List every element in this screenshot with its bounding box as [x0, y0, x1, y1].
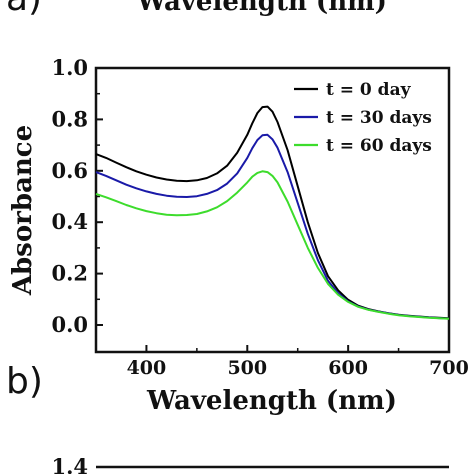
y-axis: 0.0 0.2 0.4 0.6 0.8 1.0: [51, 55, 103, 337]
legend-label-0: t = 0 day: [326, 80, 412, 100]
y-tick-label: 0.6: [51, 158, 88, 183]
header-panel-label: a): [6, 0, 42, 19]
legend-label-2: t = 60 days: [326, 136, 432, 156]
footer-tick-label: 1.4: [51, 454, 88, 474]
header-xlabel: Wavelength (nm): [136, 0, 387, 17]
y-tick-label: 0.2: [51, 261, 88, 286]
x-tick-label: 400: [127, 357, 167, 379]
series-line-1: [95, 133, 450, 320]
y-tick-label: 0.4: [51, 209, 88, 234]
y-tick-label: 0.0: [51, 312, 88, 337]
y-tick-label: 0.8: [51, 106, 88, 131]
x-tick-label: 500: [227, 357, 267, 379]
legend-label-1: t = 30 days: [326, 108, 432, 128]
legend: t = 0 day t = 30 days t = 60 days: [294, 80, 432, 156]
series-line-2: [95, 170, 450, 320]
y-axis-title: Absorbance: [8, 125, 38, 296]
x-tick-label: 700: [429, 357, 469, 379]
panel-label: b): [6, 361, 43, 402]
x-axis: 400 500 600 700: [95, 345, 469, 379]
x-tick-label: 600: [328, 357, 368, 379]
y-tick-label: 1.0: [51, 55, 88, 80]
plot-frame: [94, 66, 451, 354]
series-layer: [95, 105, 450, 320]
x-axis-title: Wavelength (nm): [146, 386, 397, 416]
